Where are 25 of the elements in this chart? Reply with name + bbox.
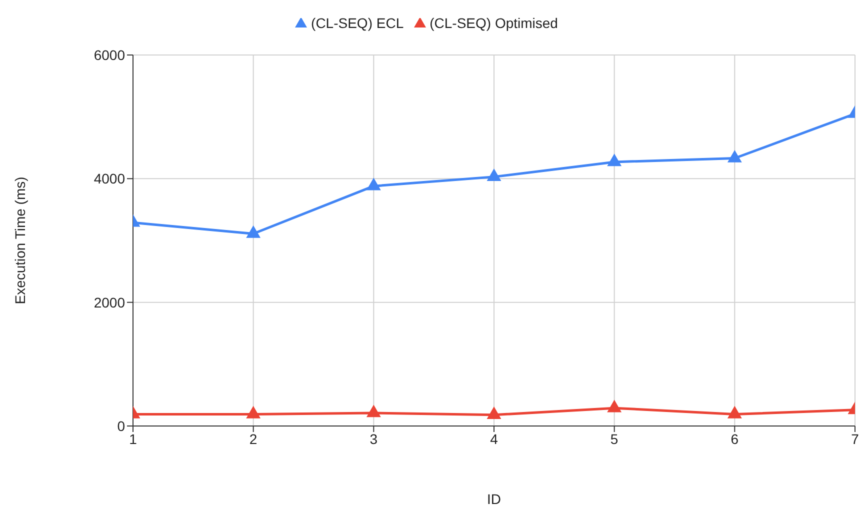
point — [486, 406, 502, 420]
x-tick-label: 4 — [490, 430, 498, 447]
point — [366, 404, 381, 418]
legend-label: (CL-SEQ) Optimised — [430, 15, 558, 31]
y-tick-label: 2000 — [94, 294, 126, 310]
x-tick-label: 7 — [851, 430, 860, 447]
x-axis-title: ID — [487, 491, 501, 507]
y-tick-label: 4000 — [94, 170, 126, 187]
point — [727, 150, 742, 162]
x-tick-label: 5 — [610, 430, 618, 447]
y-tick-label: 6000 — [94, 46, 126, 63]
point — [246, 225, 261, 238]
x-tick-label: 6 — [730, 430, 739, 447]
point — [607, 154, 622, 166]
x-tick-label: 1 — [129, 430, 138, 447]
point — [486, 168, 502, 181]
point — [246, 406, 261, 418]
x-tick-label: 3 — [370, 430, 378, 447]
y-axis-title: Execution Time (ms) — [12, 176, 28, 304]
legend-label: (CL-SEQ) ECL — [311, 15, 404, 31]
point — [607, 400, 622, 412]
point — [366, 178, 381, 190]
y-tick-label: 0 — [117, 418, 126, 434]
point — [727, 406, 742, 418]
x-tick-label: 2 — [249, 430, 258, 447]
